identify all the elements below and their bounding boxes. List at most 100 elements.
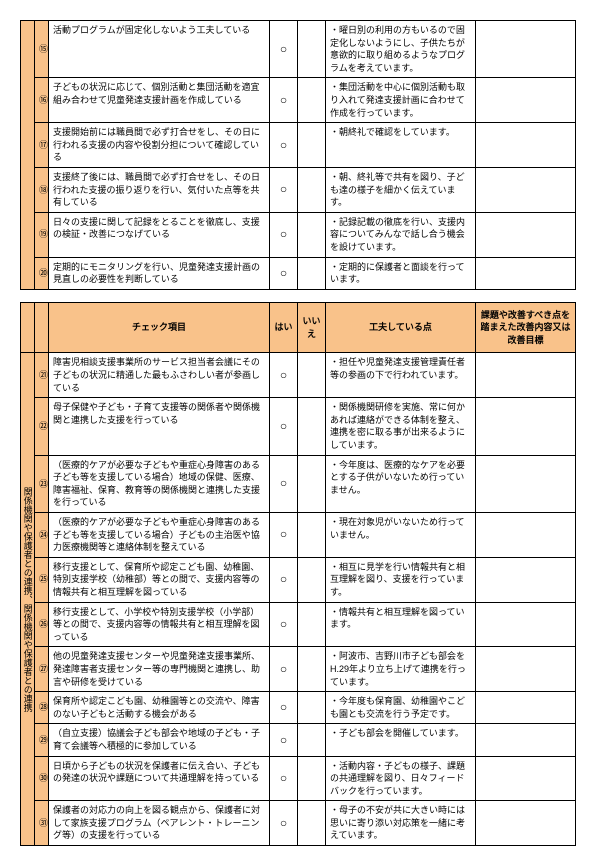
row-number: ⑰ <box>35 123 49 168</box>
yes-cell: ○ <box>270 123 298 168</box>
kadai-cell <box>476 21 576 78</box>
no-cell <box>298 455 326 512</box>
check-item: 母子保健や子ども・子育て支援等の関係者や関係機関と連携した支援を行っている <box>49 398 270 455</box>
yes-cell: ○ <box>270 647 298 692</box>
yes-cell: ○ <box>270 167 298 212</box>
category-sidebar <box>21 21 35 290</box>
check-item: （自立支援）協議会子ども部会や地域の子ども・子育て会議等へ積極的に参加している <box>49 724 270 756</box>
kadai-cell <box>476 801 576 846</box>
row-number: ⑯ <box>35 78 49 123</box>
row-number: ⑱ <box>35 167 49 212</box>
yes-cell: ○ <box>270 602 298 647</box>
yes-cell: ○ <box>270 21 298 78</box>
table-row: ㉚日頃から子どもの状況を保護者に伝え合い、子どもの発達の状況や課題について共通理… <box>21 756 576 801</box>
row-number: ㉛ <box>35 801 49 846</box>
header-blank1 <box>21 302 35 353</box>
yes-cell: ○ <box>270 212 298 257</box>
no-cell <box>298 692 326 724</box>
no-cell <box>298 398 326 455</box>
no-cell <box>298 257 326 289</box>
row-number: ⑮ <box>35 21 49 78</box>
row-number: ㉔ <box>35 513 49 558</box>
kadai-cell <box>476 167 576 212</box>
check-item: 障害児相談支援事業所のサービス担当者会議にその子どもの状況に精通した最もふさわし… <box>49 353 270 398</box>
no-cell <box>298 353 326 398</box>
yes-cell: ○ <box>270 513 298 558</box>
kufuu-cell: ・集団活動を中心に個別活動も取り入れて発達支援計画に合わせて作成を行っています。 <box>326 78 476 123</box>
row-number: ㉗ <box>35 647 49 692</box>
header-blank2 <box>35 302 49 353</box>
table-row: ㉛保護者の対応力の向上を図る観点から、保護者に対して家族支援プログラム（ペアレン… <box>21 801 576 846</box>
yes-cell: ○ <box>270 398 298 455</box>
check-item: 定期的にモニタリングを行い、児童発達支援計画の見直しの必要性を判断している <box>49 257 270 289</box>
kadai-cell <box>476 398 576 455</box>
table-row: ⑲日々の支援に関して記録をとることを徹底し、支援の検証・改善につなげている○・記… <box>21 212 576 257</box>
check-item: 他の児童発達支援センターや児童発達支援事業所、発達障害者支援センター等の専門機関… <box>49 647 270 692</box>
kadai-cell <box>476 647 576 692</box>
yes-cell: ○ <box>270 455 298 512</box>
no-cell <box>298 557 326 602</box>
table-row: ⑯子どもの状況に応じて、個別活動と集団活動を適宜組み合わせて児童発達支援計画を作… <box>21 78 576 123</box>
no-cell <box>298 21 326 78</box>
row-number: ⑲ <box>35 212 49 257</box>
no-cell <box>298 724 326 756</box>
check-item: 保育所や認定こども園、幼稚園等との交流や、障害のない子どもと活動する機会がある <box>49 692 270 724</box>
kufuu-cell: ・今年度も保育園、幼稚園やこども園とも交流を行う予定です。 <box>326 692 476 724</box>
kufuu-cell: ・関係機関研修を実施、常に何かあれば連絡ができる体制を整え、連携を密に取る事が出… <box>326 398 476 455</box>
table-row: ⑮活動プログラムが固定化しないよう工夫している○・曜日別の利用の方もいるので固定… <box>21 21 576 78</box>
kufuu-cell: ・現在対象児がいないため行っていません。 <box>326 513 476 558</box>
table-row: ㉙（自立支援）協議会子ども部会や地域の子ども・子育て会議等へ積極的に参加している… <box>21 724 576 756</box>
table-row: ㉕移行支援として、保育所や認定こども園、幼稚園、特別支援学校（幼稚部）等との間で… <box>21 557 576 602</box>
kufuu-cell: ・今年度は、医療的なケアを必要とする子供がいないため行っていません。 <box>326 455 476 512</box>
kadai-cell <box>476 513 576 558</box>
evaluation-table-1: ⑮活動プログラムが固定化しないよう工夫している○・曜日別の利用の方もいるので固定… <box>20 20 576 290</box>
yes-cell: ○ <box>270 557 298 602</box>
table-row: ⑳定期的にモニタリングを行い、児童発達支援計画の見直しの必要性を判断している○・… <box>21 257 576 289</box>
yes-cell: ○ <box>270 692 298 724</box>
kadai-cell <box>476 78 576 123</box>
no-cell <box>298 801 326 846</box>
header-check: チェック項目 <box>49 302 270 353</box>
table-row: ⑱支援終了後には、職員間で必ず打合せをし、その日行われた支援の振り返りを行い、気… <box>21 167 576 212</box>
evaluation-table-2: チェック項目 はい いいえ 工夫している点 課題や改善すべき点を踏まえた改善内容… <box>20 302 576 846</box>
kadai-cell <box>476 602 576 647</box>
kufuu-cell: ・定期的に保護者と面談を行っています。 <box>326 257 476 289</box>
check-item: 支援終了後には、職員間で必ず打合せをし、その日行われた支援の振り返りを行い、気付… <box>49 167 270 212</box>
kufuu-cell: ・曜日別の利用の方もいるので固定化しないようにし、子供たちが意欲的に取り組めるよ… <box>326 21 476 78</box>
check-item: （医療的ケアが必要な子どもや重症心身障害のある子ども等を支援している場合）地域の… <box>49 455 270 512</box>
kadai-cell <box>476 353 576 398</box>
no-cell <box>298 212 326 257</box>
table-row: 関係機関や保護者との連携、関係機関や保護者との連携㉑障害児相談支援事業所のサービ… <box>21 353 576 398</box>
yes-cell: ○ <box>270 756 298 801</box>
yes-cell: ○ <box>270 257 298 289</box>
header-hai: はい <box>270 302 298 353</box>
header-kadai: 課題や改善すべき点を踏まえた改善内容又は改善目標 <box>476 302 576 353</box>
kadai-cell <box>476 212 576 257</box>
check-item: 支援開始前には職員間で必ず打合せをし、その日に行われる支援の内容や役割分担につい… <box>49 123 270 168</box>
kufuu-cell: ・母子の不安が共に大きい時には思いに寄り添い対応策を一緒に考えています。 <box>326 801 476 846</box>
row-number: ㉕ <box>35 557 49 602</box>
table-row: ㉒母子保健や子ども・子育て支援等の関係者や関係機関と連携した支援を行っている○ ・… <box>21 398 576 455</box>
table-row: ㉗他の児童発達支援センターや児童発達支援事業所、発達障害者支援センター等の専門機… <box>21 647 576 692</box>
row-number: ㉓ <box>35 455 49 512</box>
table-row: ㉖移行支援として、小学校や特別支援学校（小学部）等との間で、支援内容等の情報共有… <box>21 602 576 647</box>
kufuu-cell: ・朝、終礼等で共有を図り、子ども達の様子を細かく伝えています。 <box>326 167 476 212</box>
row-number: ㉒ <box>35 398 49 455</box>
kufuu-cell: ・相互に見学を行い情報共有と相互理解を図り、支援を行っています。 <box>326 557 476 602</box>
table-row: ⑰支援開始前には職員間で必ず打合せをし、その日に行われる支援の内容や役割分担につ… <box>21 123 576 168</box>
header-row: チェック項目 はい いいえ 工夫している点 課題や改善すべき点を踏まえた改善内容… <box>21 302 576 353</box>
no-cell <box>298 756 326 801</box>
kadai-cell <box>476 692 576 724</box>
header-kufuu: 工夫している点 <box>326 302 476 353</box>
kufuu-cell: ・阿波市、吉野川市子ども部会をH.29年より立ち上げて連携を行っています。 <box>326 647 476 692</box>
kadai-cell <box>476 557 576 602</box>
row-number: ㉚ <box>35 756 49 801</box>
kufuu-cell: ・子ども部会を開催しています。 <box>326 724 476 756</box>
kufuu-cell: ・活動内容・子どもの様子、課題の共通理解を図り、日々フィードバックを行っています… <box>326 756 476 801</box>
row-number: ㉖ <box>35 602 49 647</box>
yes-cell: ○ <box>270 724 298 756</box>
no-cell <box>298 513 326 558</box>
kufuu-cell: ・情報共有と相互理解を図っています。 <box>326 602 476 647</box>
no-cell <box>298 167 326 212</box>
check-item: 日頃から子どもの状況を保護者に伝え合い、子どもの発達の状況や課題について共通理解… <box>49 756 270 801</box>
